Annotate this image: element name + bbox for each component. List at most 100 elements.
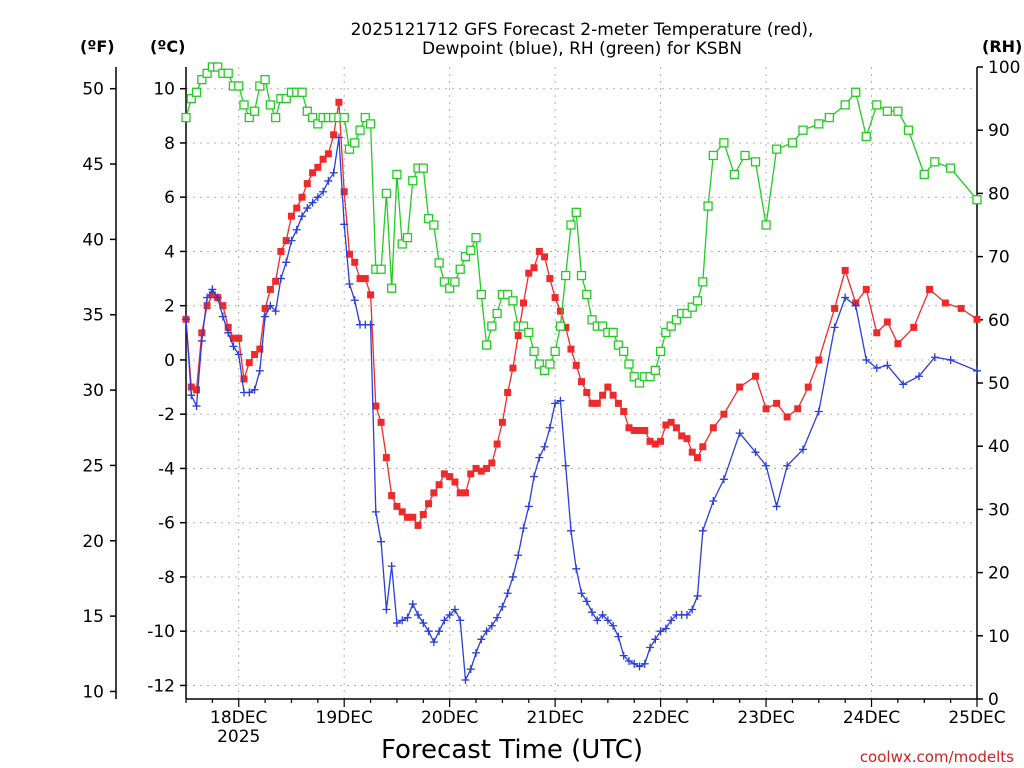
dewpoint-point (640, 659, 649, 668)
temperature-point (409, 513, 417, 521)
rh-point (919, 169, 929, 180)
temperature-point (335, 98, 343, 106)
rh-point (429, 220, 439, 230)
dewpoint-point (830, 323, 839, 332)
dewpoint-point (624, 657, 633, 666)
celsius-axis: -12 -10 -8 -6 -4 -2 0 2 4 6 8 10 (147, 80, 186, 696)
rh-point (397, 239, 407, 249)
rh-point (244, 112, 254, 123)
dewpoint-point (282, 258, 291, 267)
x-tick-label: 22DEC (632, 708, 689, 728)
celsius-tick-label: -12 (147, 676, 175, 696)
dewpoint-point (203, 293, 212, 302)
temperature-point (319, 155, 327, 163)
temperature-point (430, 489, 438, 497)
credit-link[interactable]: coolwx.com/modelts (860, 748, 1014, 766)
celsius-axis-unit: (ºC) (150, 37, 185, 56)
temperature-point (625, 424, 633, 432)
x-tick-year-label: 2025 (217, 727, 260, 747)
dewpoint-point (208, 285, 217, 294)
rh-point (903, 125, 914, 135)
dewpoint-point (783, 461, 792, 470)
dewpoint-point (561, 461, 570, 470)
dewpoint-point (862, 355, 871, 364)
temperature-point (957, 304, 965, 312)
temperature-point (372, 402, 380, 410)
dewpoint-point (540, 442, 549, 451)
rh-point (708, 150, 718, 161)
temperature-point (256, 345, 264, 353)
temperature-point (604, 383, 612, 391)
dewpoint-point (392, 619, 401, 628)
dewpoint-point (572, 564, 581, 573)
rh-point (703, 201, 713, 211)
dewpoint-point (382, 605, 391, 614)
dewpoint-point (192, 402, 201, 411)
dewpoint-point (751, 448, 760, 457)
rh-point (387, 283, 397, 293)
temperature-point (340, 188, 348, 196)
dewpoint-point (292, 225, 301, 234)
dewpoint-point (329, 168, 338, 177)
rh-point (423, 214, 434, 224)
dewpoint-point (798, 445, 807, 454)
temperature-point (309, 169, 317, 177)
dewpoint-point (814, 407, 823, 416)
rh-point (460, 251, 471, 262)
dewpoint-point (609, 621, 618, 630)
dewpoint-point (334, 133, 343, 142)
dewpoint-point (899, 380, 908, 389)
temperature-point (894, 340, 902, 348)
rh-point (650, 365, 660, 376)
dewpoint-point (414, 610, 423, 619)
dewpoint-point (735, 429, 744, 438)
temperature-point (941, 299, 949, 307)
dewpoint-point (582, 597, 591, 606)
rh-tick-label: 40 (988, 437, 1010, 457)
rh-point (365, 119, 376, 129)
rh-point (223, 68, 233, 78)
dewpoint-point (651, 635, 660, 644)
rh-point (524, 327, 534, 338)
temperature-point (694, 454, 702, 462)
x-tick-label: 23DEC (737, 708, 794, 728)
temperature-point (224, 323, 232, 331)
temperature-point (519, 299, 527, 307)
fahrenheit-tick-label: 45 (82, 155, 104, 175)
x-tick-label: 19DEC (316, 708, 373, 728)
dewpoint-point (524, 502, 533, 511)
dewpoint-point (197, 336, 206, 345)
rh-point (597, 321, 608, 331)
temperature-point (367, 291, 375, 299)
temperature-point (657, 437, 665, 445)
rh-point (360, 112, 370, 123)
rh-point (313, 119, 323, 129)
dewpoint-point (566, 526, 575, 535)
dewpoint-point (466, 665, 475, 674)
temperature-point (229, 334, 237, 342)
rh-point (402, 232, 413, 243)
celsius-tick-label: 0 (164, 351, 175, 371)
temperature-point (530, 264, 538, 272)
temperature-point (483, 464, 491, 472)
dewpoint-point (577, 589, 586, 598)
dewpoint-point (229, 342, 238, 351)
rh-point (692, 296, 703, 306)
dewpoint-point (851, 301, 860, 310)
chart-title-line1: 2025121712 GFS Forecast 2-meter Temperat… (351, 20, 814, 40)
dewpoint-point (709, 496, 718, 505)
temperature-point (609, 391, 617, 399)
temperature-point (425, 500, 433, 508)
temperature-point (324, 150, 332, 158)
temperature-point (614, 399, 622, 407)
temperature-point (388, 492, 396, 500)
rh-point (893, 106, 903, 116)
rh-point (455, 264, 465, 274)
rh-point (613, 340, 624, 350)
rh-tick-label: 90 (988, 121, 1010, 141)
temperature-point (862, 285, 870, 293)
rh-point (471, 232, 481, 243)
rh-tick-label: 0 (988, 690, 999, 710)
temperature-point (720, 410, 728, 418)
